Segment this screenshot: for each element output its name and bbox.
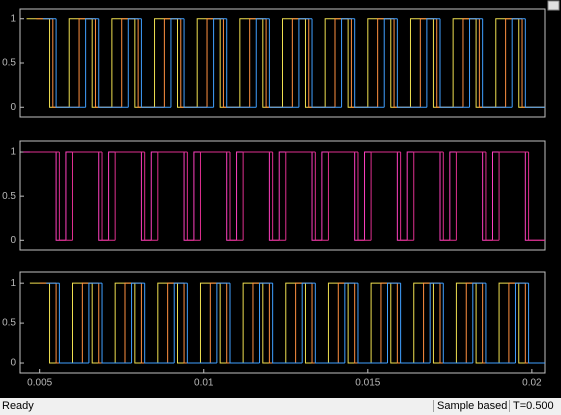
signal-segment (383, 18, 398, 108)
signal-segment (442, 152, 457, 241)
signal-segment (285, 151, 316, 241)
y-tick-label: 0.5 (2, 58, 16, 69)
signal-segment (357, 152, 372, 241)
signal-segment (127, 18, 142, 108)
signal-segment (88, 282, 103, 364)
y-tick-label: 1 (10, 278, 16, 289)
signal-segment (314, 152, 329, 241)
signal-segment (58, 152, 73, 241)
signal-segment (469, 18, 483, 108)
signal-segment (298, 18, 313, 108)
signal-segment (354, 18, 385, 108)
signal-segment (55, 18, 86, 108)
y-tick-label: 0 (10, 358, 16, 369)
y-tick-label: 1 (10, 13, 16, 24)
signal-segment (528, 152, 545, 241)
signal-segment (183, 18, 214, 108)
y-tick-label: 0.5 (2, 191, 16, 202)
signal-segment (58, 283, 89, 364)
signal-segment (514, 282, 529, 364)
y-tick-label: 0.5 (2, 318, 16, 329)
signal-segment (131, 282, 145, 364)
signal-segment (344, 282, 358, 364)
signal-segment (301, 282, 316, 364)
signal-segment (442, 283, 473, 364)
signal-segment (255, 18, 270, 108)
signal-segment (327, 151, 358, 241)
y-tick-label: 1 (10, 147, 16, 158)
signal-segment (229, 283, 260, 364)
y-tick-label: 0 (10, 102, 16, 113)
signal-segment (455, 151, 486, 241)
signal-segment (272, 152, 286, 241)
undock-button[interactable] (547, 0, 560, 11)
signal-segment (186, 152, 201, 241)
x-tick-label: 0.02 (522, 378, 542, 389)
signal-segment (101, 152, 116, 241)
signal-segment (226, 18, 257, 108)
signal-segment (140, 18, 171, 108)
signal-segment (472, 282, 486, 364)
mode-text: Sample based (433, 400, 507, 412)
signal-segment (170, 18, 185, 108)
signal-segment (72, 151, 103, 241)
signal-segment (144, 152, 158, 241)
time-text: T=0.500 (509, 400, 554, 412)
signal-segment (400, 152, 414, 241)
signal-segment (311, 18, 342, 108)
signal-segment (396, 18, 427, 108)
x-tick-label: 0.01 (194, 378, 214, 389)
signal-segment (114, 151, 145, 241)
signal-segment (173, 282, 188, 364)
x-tick-label: 0.005 (27, 378, 52, 389)
signal-segment (482, 18, 513, 108)
signal-segment (387, 282, 401, 364)
signal-segment (524, 18, 545, 108)
signal-segment (439, 18, 470, 108)
scope: 0 0.5 1 0 0.5 1 0 0.5 1 0.005 0.01 0.015 0.02 (2, 0, 560, 389)
signal-segment (485, 283, 516, 364)
signal-segment (413, 151, 444, 241)
signal-segment (357, 283, 388, 364)
signal-segment (229, 152, 244, 241)
signal-segment (429, 282, 444, 364)
signal-segment (101, 283, 132, 364)
signal-segment (370, 151, 401, 241)
signal-segment (314, 283, 345, 364)
status-text: Ready (2, 400, 34, 412)
plot-area (19, 140, 546, 251)
x-tick-label: 0.015 (355, 378, 380, 389)
signal-segment (98, 18, 129, 108)
signal-segment (511, 18, 526, 108)
signal-segment (199, 151, 230, 241)
signal-segment (400, 283, 431, 364)
signal-segment (272, 283, 303, 364)
signal-segment (426, 18, 440, 108)
signal-segment (186, 283, 217, 364)
signal-segment (216, 282, 230, 364)
plot-area (19, 271, 546, 374)
signal-segment (498, 151, 529, 241)
status-bar: Ready Sample based T=0.500 (0, 398, 561, 415)
signal-segment (85, 18, 99, 108)
signal-segment (213, 18, 227, 108)
y-tick-label: 0 (10, 235, 16, 246)
signal-segment (485, 152, 500, 241)
signal-segment (242, 151, 273, 241)
signal-segment (259, 282, 273, 364)
signal-segment (157, 151, 188, 241)
signal-segment (268, 18, 299, 108)
signal-segment (341, 18, 355, 108)
signal-segment (144, 283, 175, 364)
signal-segment (528, 283, 545, 364)
